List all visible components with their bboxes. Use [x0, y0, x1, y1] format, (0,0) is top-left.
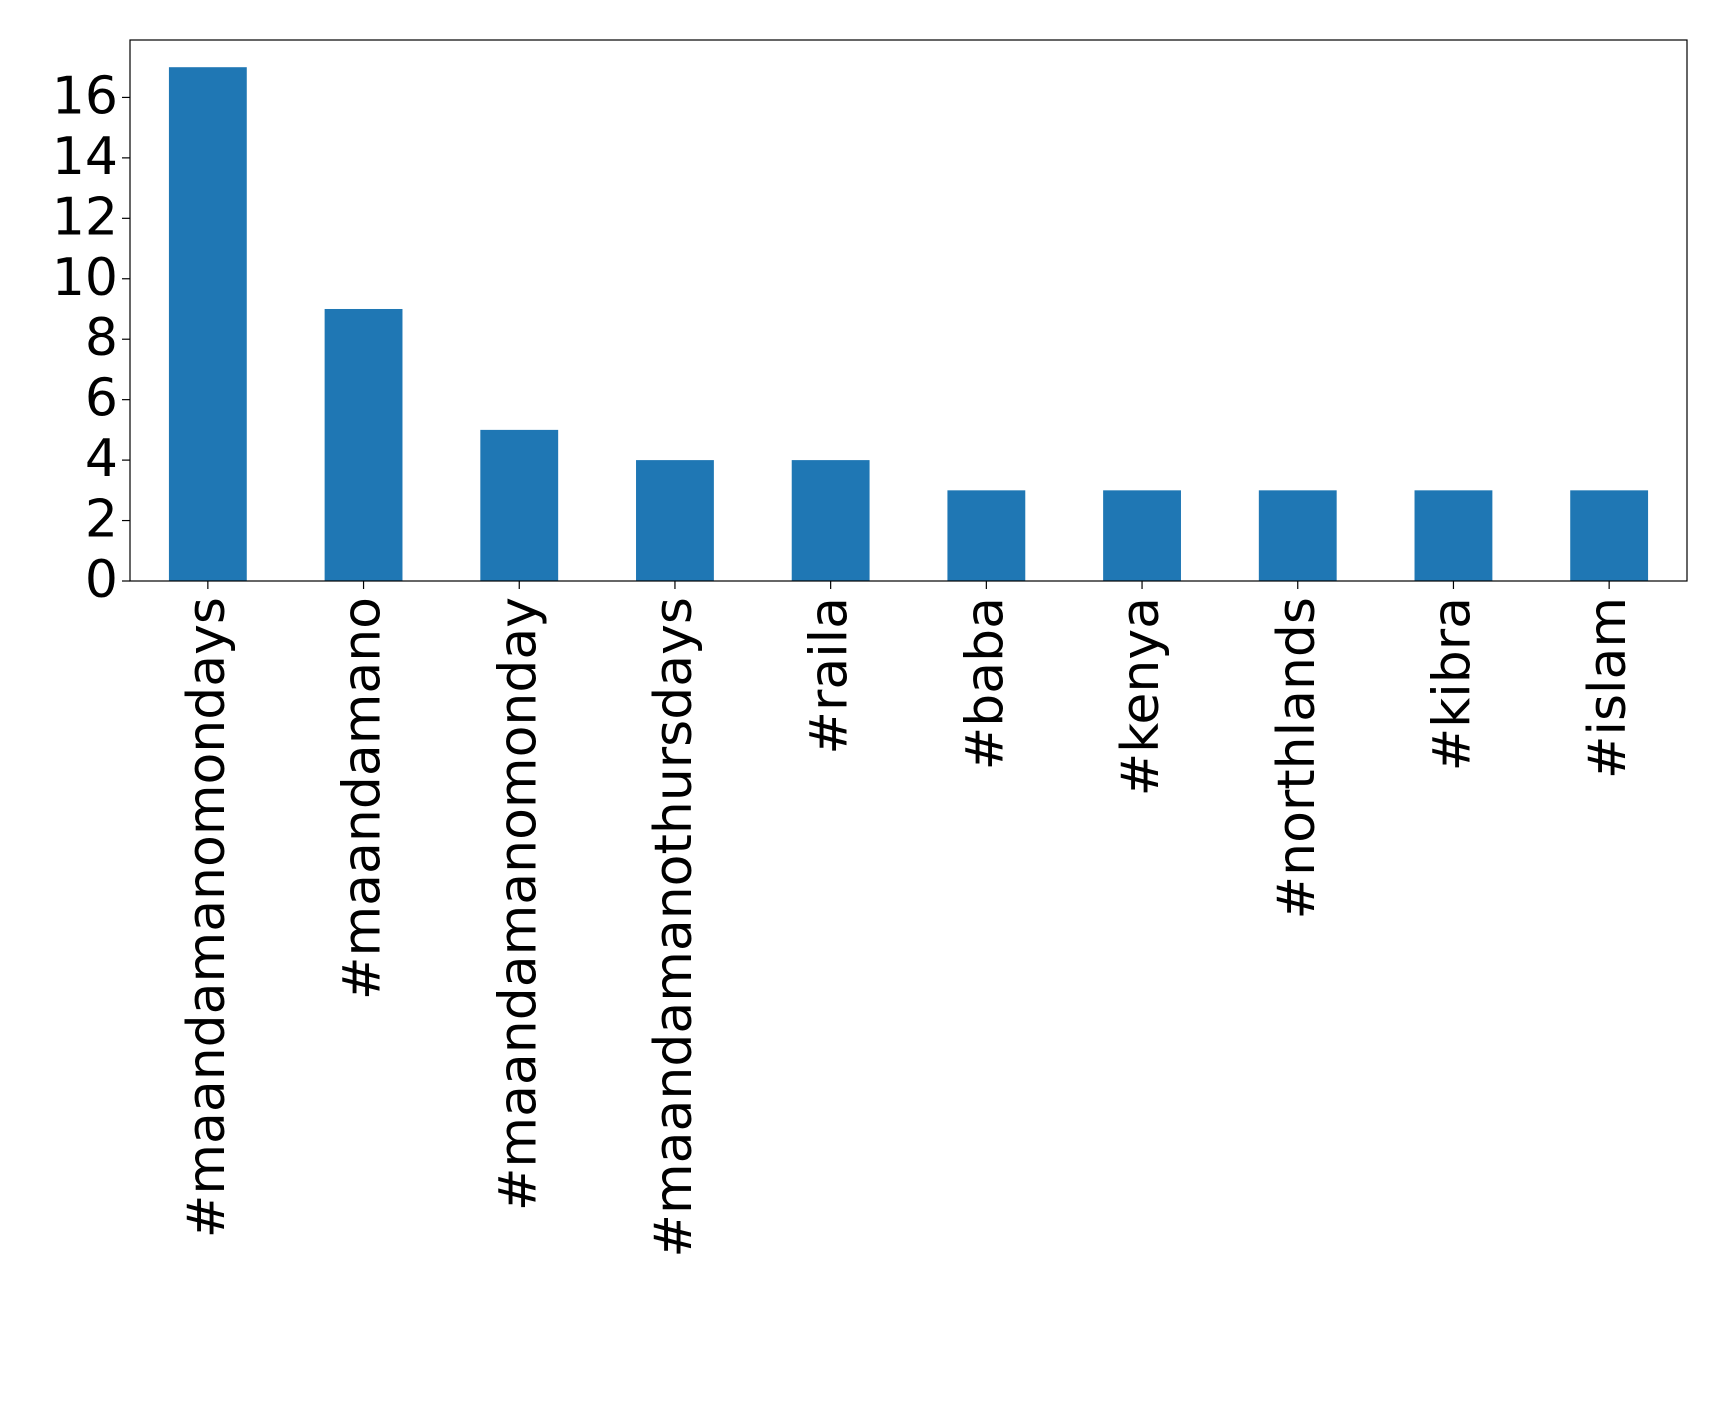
y-tick-label: 16	[52, 66, 118, 126]
x-tick-label: #northlands	[1267, 597, 1327, 919]
y-tick-label: 8	[85, 308, 118, 368]
bar	[480, 429, 559, 581]
bar	[636, 460, 714, 581]
x-tick-label: #maandamanomondays	[177, 597, 237, 1238]
y-tick-label: 0	[85, 550, 118, 610]
y-tick-label: 14	[52, 127, 118, 187]
y-tick-label: 2	[85, 490, 118, 550]
bar	[1103, 490, 1181, 581]
bar	[1414, 490, 1493, 581]
y-tick-label: 4	[85, 429, 118, 489]
y-tick-label: 12	[52, 187, 118, 247]
x-tick-label: #maandamano	[333, 597, 393, 1000]
bar	[1570, 490, 1649, 581]
bar	[324, 308, 403, 581]
x-tick-label: #kenya	[1111, 597, 1171, 796]
plot-frame	[129, 39, 1688, 582]
x-tick-label: #kibra	[1422, 597, 1482, 771]
x-tick-label: #raila	[800, 597, 860, 755]
bar	[1258, 490, 1337, 581]
y-tick-label: 10	[52, 248, 118, 308]
bar	[947, 490, 1026, 581]
bar	[168, 67, 247, 582]
x-tick-label: #maandamanomonday	[488, 597, 548, 1211]
x-tick-label: #baba	[955, 597, 1015, 770]
x-tick-label: #islam	[1578, 597, 1638, 779]
bar	[791, 460, 870, 581]
y-tick-label: 6	[85, 369, 118, 429]
x-tick-label: #maandamanothursdays	[644, 597, 704, 1258]
